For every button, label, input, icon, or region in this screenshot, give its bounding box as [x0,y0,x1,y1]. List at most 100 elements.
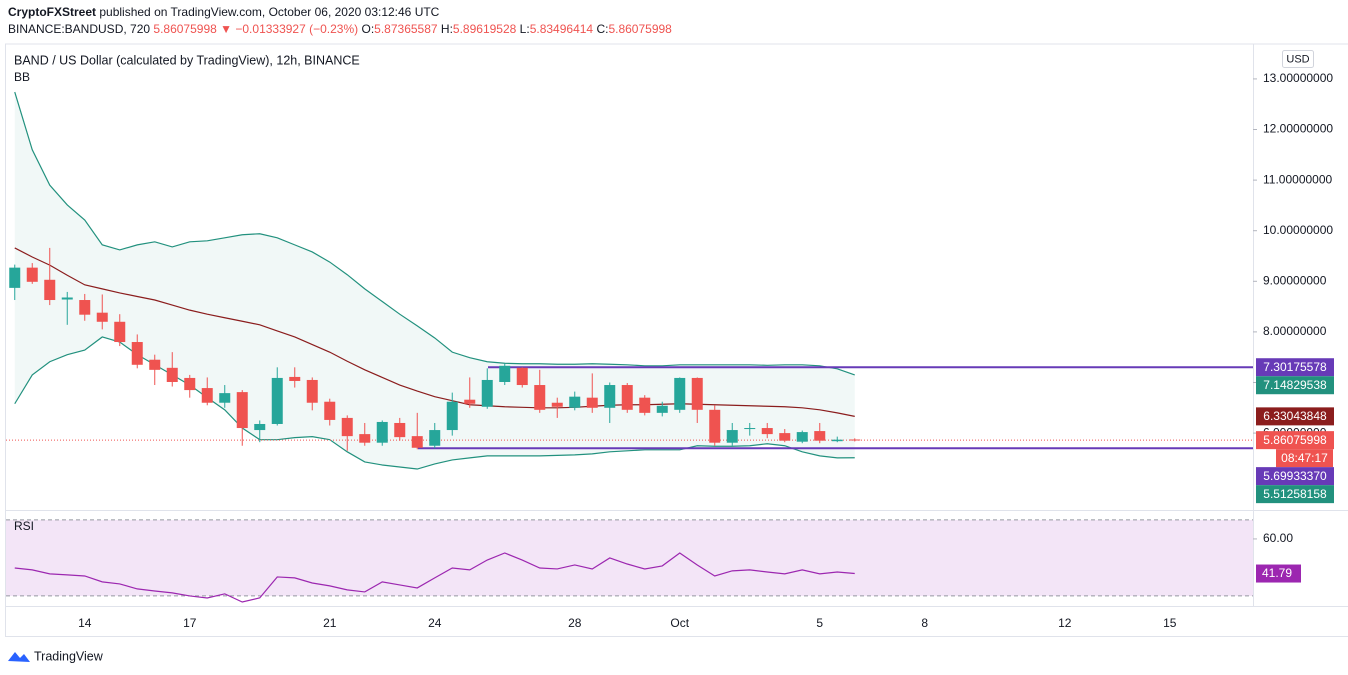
candle-body [516,367,528,386]
x-tick-label: 28 [568,616,582,630]
candle-body [131,342,143,365]
y-tick-label: 12.00000000 [1263,122,1333,136]
price-label-box [1256,431,1334,450]
rsi-value-label: 41.79 [1262,566,1292,580]
bb-fill [14,92,855,470]
bb-upper [14,91,855,376]
logo-shape [8,652,30,662]
candle-body [674,377,686,410]
candle-body [166,367,178,382]
y-tick-label: 9.00000000 [1263,273,1327,287]
candle-body [709,409,721,443]
price-label-box [1256,485,1334,504]
x-tick-label: 5 [816,616,823,630]
y-tick-label: 11.00000000 [1263,172,1333,186]
candle-body [394,422,406,438]
candle-body [411,436,423,448]
candle-body [691,377,703,410]
rsi-line [14,552,855,603]
change: −0.01333927 [235,22,306,36]
x-tick-label: 21 [323,616,337,630]
close-value: 5.86075998 [608,22,672,36]
candle-body [814,431,826,441]
price-label-box [1276,449,1333,468]
candle-body [534,385,546,410]
low-value: 5.83496414 [529,22,594,36]
bb-middle [14,247,855,417]
rsi-value-box [1256,564,1301,583]
currency-box[interactable] [1282,50,1314,68]
price-label: 08:47:17 [1281,451,1328,465]
price-label-box [1256,467,1334,486]
candle-body [289,376,301,381]
publish-info: published on TradingView.com, October 06… [99,5,440,19]
x-tick-label: 17 [183,616,197,630]
indicator-label: BB [14,70,30,84]
candle-body [341,417,353,437]
price-label-box [1256,376,1334,395]
candle-body [149,359,161,370]
candle-body [96,312,108,322]
x-tick-label: 14 [78,616,92,630]
change-pct: (−0.23%) [309,22,359,36]
brand-logo [8,652,30,662]
candle-body [569,396,581,408]
candle-body [184,377,196,391]
candle-body [551,402,563,407]
label-layer: 7.30175578 7.14829538 6.33043848 5.86075998… [1256,358,1334,583]
price-label: 5.69933370 [1263,469,1327,483]
candle-body [446,401,458,431]
price-label: 5.86075998 [1263,433,1327,447]
candle-body [219,393,231,403]
price-label: 6.33043848 [1263,409,1327,423]
y-tick-label: 10.00000000 [1263,223,1333,237]
brand-name: TradingView [34,649,104,663]
open-value: 5.87365587 [374,22,438,36]
candle-body [779,433,791,441]
candle-body [726,430,738,443]
candle-body [656,405,668,413]
candle-body [61,297,73,300]
plot-layer [6,91,1253,603]
candle-body [254,423,266,431]
x-tick-label: 24 [428,616,442,630]
candle-body [621,385,633,410]
candle-body [464,399,476,404]
candle-body [201,388,213,403]
symbol-line: BINANCE:BANDUSD, 720 5.86075998 ▼ −0.013… [8,22,672,36]
candle-body [44,279,56,301]
x-tick-label: 12 [1058,616,1072,630]
price-label: 7.14829538 [1263,378,1327,392]
candle-body [376,421,388,443]
rsi-tick-label: 60.00 [1263,531,1293,545]
candle-body [26,267,38,282]
rsi-label: RSI [14,519,34,533]
candle-body [604,385,616,408]
x-tick-label: 15 [1163,616,1177,630]
candle-body [849,439,861,441]
candle-body [359,434,371,443]
chart-title: BAND / US Dollar (calculated by TradingV… [14,53,360,67]
author: CryptoFXStreet [8,5,97,19]
candle-body [761,428,773,435]
x-tick-label: Oct [670,616,689,630]
candle-body [639,397,651,413]
x-tick-label: 8 [921,616,928,630]
high-label: H: [440,22,453,36]
price-label-box [1256,358,1334,377]
candle-body [79,300,91,315]
candle-body [324,401,336,420]
candle-body [744,428,756,430]
candle-body [9,267,21,288]
rsi-band-fill [6,519,1253,596]
candle-body [429,430,441,446]
change-arrow: ▼ [220,22,233,36]
candle-body [481,379,493,407]
candle-body [831,439,843,442]
currency-label[interactable]: USD [1286,53,1309,65]
candle-body [114,321,126,343]
publish-line: CryptoFXStreet published on TradingView.… [8,5,439,19]
high-value: 5.89619528 [452,22,517,36]
